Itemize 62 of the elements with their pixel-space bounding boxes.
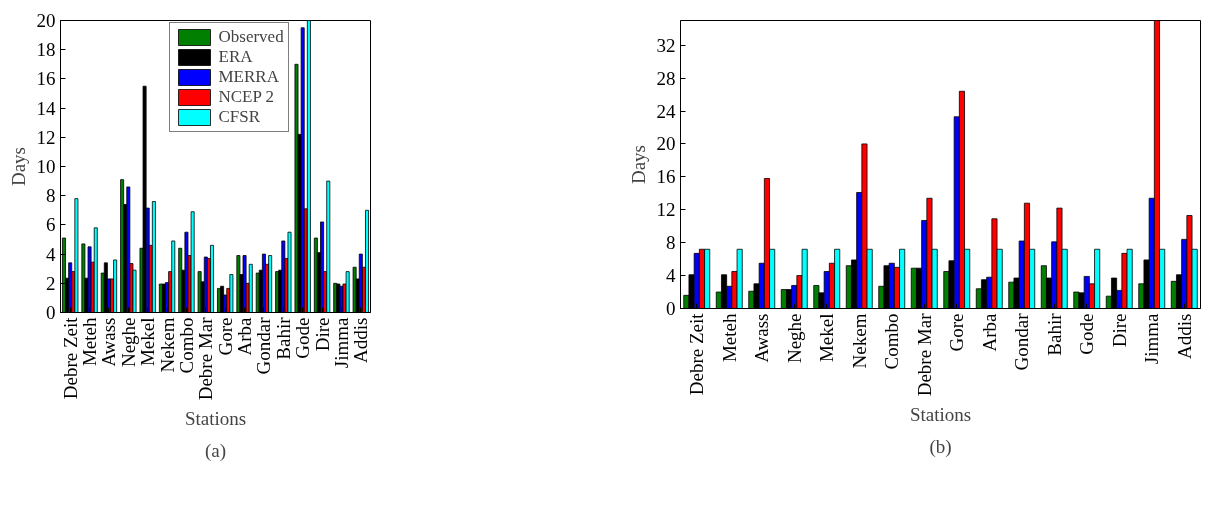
x-tick-label: Gode — [1076, 313, 1098, 355]
x-tick-label: Debre Zeit — [59, 316, 81, 400]
y-tick-label: 10 — [36, 156, 56, 177]
x-axis-title: Stations — [909, 404, 972, 426]
y-tick-label: 6 — [46, 214, 56, 236]
x-tick-label: Debre Zeit — [686, 312, 708, 396]
y-tick-label: 24 — [656, 100, 676, 122]
x-tick-label: Nekem — [848, 313, 870, 369]
y-tick-label: 4 — [46, 243, 56, 265]
x-tick-label: Combo — [175, 317, 197, 374]
x-tick-label: Combo — [881, 313, 903, 370]
text: (a) — [204, 439, 227, 462]
x-tick-label: Dire — [1108, 313, 1130, 348]
x-tick-label: Arba — [234, 316, 256, 356]
y-tick-label: 12 — [36, 126, 56, 148]
x-tick-label: Addis — [350, 317, 372, 363]
y-tick-label: 0 — [666, 298, 676, 319]
y-tick-label: 0 — [46, 302, 56, 323]
x-tick-label: Debre Mar — [195, 316, 217, 401]
y-axis-title: Days — [7, 146, 29, 187]
y-tick-label: 20 — [36, 10, 56, 31]
y-tick-label: 4 — [666, 265, 676, 287]
y-tick-label: 20 — [656, 133, 676, 155]
x-tick-label: Meteh — [79, 317, 101, 367]
y-tick-label: 16 — [36, 68, 56, 90]
y-tick-label: 2 — [46, 272, 56, 294]
y-tick-label: 8 — [666, 232, 676, 254]
y-tick-label: 28 — [656, 67, 676, 89]
x-tick-label: Awass — [98, 317, 120, 367]
legend-label: Observed — [218, 27, 284, 47]
x-tick-label: Neghe — [783, 313, 805, 364]
legend-label: CFSR — [218, 107, 261, 127]
legend-label: NCEP 2 — [218, 87, 275, 107]
x-axis-title: Stations — [184, 408, 247, 430]
x-tick-label: Awass — [751, 313, 773, 363]
y-tick-label: 12 — [656, 199, 676, 221]
y-tick-label: 32 — [656, 34, 676, 56]
x-tick-label: Nekem — [156, 317, 178, 373]
x-tick-label: Neghe — [117, 317, 139, 368]
x-tick-label: Jimma — [1141, 312, 1163, 365]
x-tick-label: Gore — [214, 317, 236, 356]
y-tick-label: 16 — [656, 166, 676, 188]
x-tick-label: Gode — [292, 317, 314, 359]
x-tick-label: Dire — [311, 317, 333, 352]
y-tick-label: 14 — [36, 97, 56, 119]
x-tick-label: Jimma — [330, 316, 352, 369]
y-axis-title: Days — [627, 144, 649, 185]
x-tick-label: Debre Mar — [913, 312, 935, 397]
x-tick-label: Addis — [1173, 313, 1195, 359]
text: (b) — [929, 435, 952, 458]
x-tick-label: Bahir — [272, 316, 294, 360]
x-tick-label: Bahir — [1043, 312, 1065, 356]
y-tick-label: 18 — [36, 39, 56, 61]
x-tick-label: Gondar — [253, 316, 275, 375]
x-tick-label: Mekel — [816, 313, 838, 363]
x-tick-label: Gondar — [1011, 312, 1033, 371]
x-tick-label: Arba — [978, 312, 1000, 352]
y-tick-label: 8 — [46, 185, 56, 207]
x-tick-label: Gore — [946, 313, 968, 352]
x-tick-label: Meteh — [718, 313, 740, 363]
legend-label: ERA — [218, 47, 253, 67]
legend-label: MERRA — [218, 67, 279, 87]
